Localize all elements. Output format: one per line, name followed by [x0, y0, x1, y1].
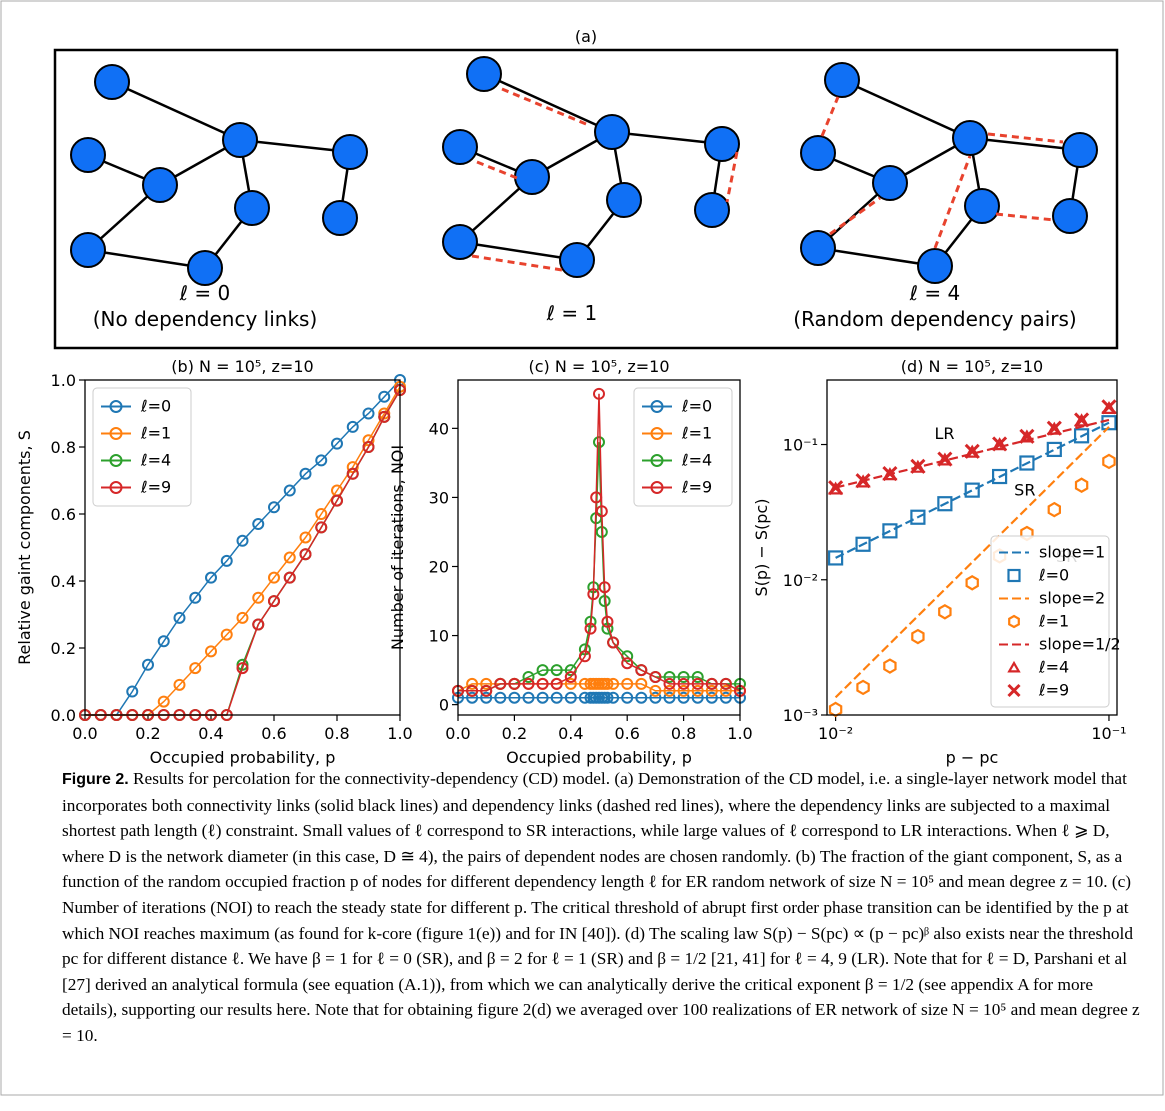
y-tick-label: 0: [439, 696, 449, 715]
network-l4: [801, 63, 1097, 283]
legend-label: ℓ=0: [681, 397, 712, 416]
data-point: [1049, 503, 1060, 516]
legend-label: ℓ=0: [140, 397, 171, 416]
x-tick-label: 0.0: [445, 724, 470, 743]
data-point: [829, 551, 842, 564]
legend-label: ℓ=9: [140, 478, 171, 497]
data-point: [966, 484, 979, 497]
x-tick-label: 0.4: [558, 724, 583, 743]
legend-label: ℓ=0: [1038, 566, 1069, 585]
x-tick-label: 0.4: [198, 724, 223, 743]
y-tick-label: 40: [429, 419, 449, 438]
legend-label: ℓ=4: [1038, 658, 1069, 677]
network-caption: (No dependency links): [93, 307, 318, 331]
data-point: [857, 681, 868, 694]
x-tick-label: 0.2: [135, 724, 160, 743]
network-label: ℓ = 1: [546, 301, 597, 325]
y-tick-label: 0.6: [51, 505, 76, 524]
legend-label: ℓ=9: [1038, 681, 1069, 700]
chart-title: (c) N = 10⁵, z=10: [528, 357, 669, 376]
chart-title: (d) N = 10⁵, z=10: [901, 357, 1043, 376]
x-tick-label: 0.2: [502, 724, 527, 743]
network-l0: [71, 65, 367, 285]
network-label: ℓ = 4: [909, 281, 960, 305]
data-point: [1103, 455, 1114, 468]
data-point: [912, 630, 923, 643]
x-axis-label: p − pc: [946, 748, 999, 767]
network-l1: [443, 57, 739, 277]
panel-label: (a): [575, 27, 597, 46]
y-axis-label: Relative gaint components, S: [15, 430, 34, 665]
x-tick-label: 1.0: [387, 724, 412, 743]
legend-label: slope=1/2: [1039, 635, 1121, 654]
legend-label: ℓ=9: [681, 478, 712, 497]
y-tick-label: 0.4: [51, 572, 76, 591]
y-tick-label: 10⁻²: [783, 571, 818, 590]
network-label: ℓ = 0: [179, 281, 230, 305]
y-tick-label: 10: [429, 627, 449, 646]
x-tick-label: 0.0: [72, 724, 97, 743]
x-tick-label: 0.6: [261, 724, 286, 743]
x-tick-label: 0.6: [614, 724, 639, 743]
page: (a) ℓ = 0 (No dependency links) ℓ = 1 ℓ …: [0, 0, 1165, 1111]
data-point: [939, 605, 950, 618]
legend-label: slope=2: [1039, 589, 1105, 608]
x-tick-label: 10⁻¹: [1091, 724, 1126, 743]
x-axis-label: Occupied probability, p: [150, 748, 336, 767]
network-caption: (Random dependency pairs): [793, 307, 1076, 331]
chart-title: (b) N = 10⁵, z=10: [171, 357, 313, 376]
series-line: [836, 420, 1109, 488]
x-tick-label: 10⁻²: [818, 724, 853, 743]
y-tick-label: 30: [429, 488, 449, 507]
data-point: [967, 576, 978, 589]
x-tick-label: 1.0: [727, 724, 752, 743]
x-axis-label: Occupied probability, p: [506, 748, 692, 767]
y-tick-label: 0.2: [51, 639, 76, 658]
y-tick-label: 1.0: [51, 371, 76, 390]
y-axis-label: Number of iterations, NOI: [388, 445, 407, 650]
annotation: LR: [934, 424, 954, 443]
x-tick-label: 0.8: [671, 724, 696, 743]
data-point: [1048, 443, 1061, 456]
caption: Figure 2. Results for percolation for th…: [62, 766, 1147, 1049]
caption-label: Figure 2.: [62, 771, 129, 788]
legend-label: ℓ=1: [140, 424, 171, 443]
y-tick-label: 0.0: [51, 706, 76, 725]
x-tick-label: 0.8: [324, 724, 349, 743]
y-tick-label: 0.8: [51, 438, 76, 457]
legend-label: ℓ=4: [140, 451, 171, 470]
legend-label: ℓ=1: [681, 424, 712, 443]
y-tick-label: 20: [429, 557, 449, 576]
legend-label: ℓ=4: [681, 451, 712, 470]
legend-label: ℓ=1: [1038, 612, 1069, 631]
y-tick-label: 10⁻³: [783, 706, 818, 725]
data-point: [1076, 479, 1087, 492]
y-axis-label: S(p) − S(pc): [752, 499, 771, 597]
legend-label: slope=1: [1039, 543, 1105, 562]
caption-text: Results for percolation for the connecti…: [62, 769, 1140, 1045]
data-point: [830, 703, 841, 716]
data-point: [884, 660, 895, 673]
annotation: SR: [1014, 480, 1035, 499]
y-tick-label: 10⁻¹: [783, 436, 818, 455]
